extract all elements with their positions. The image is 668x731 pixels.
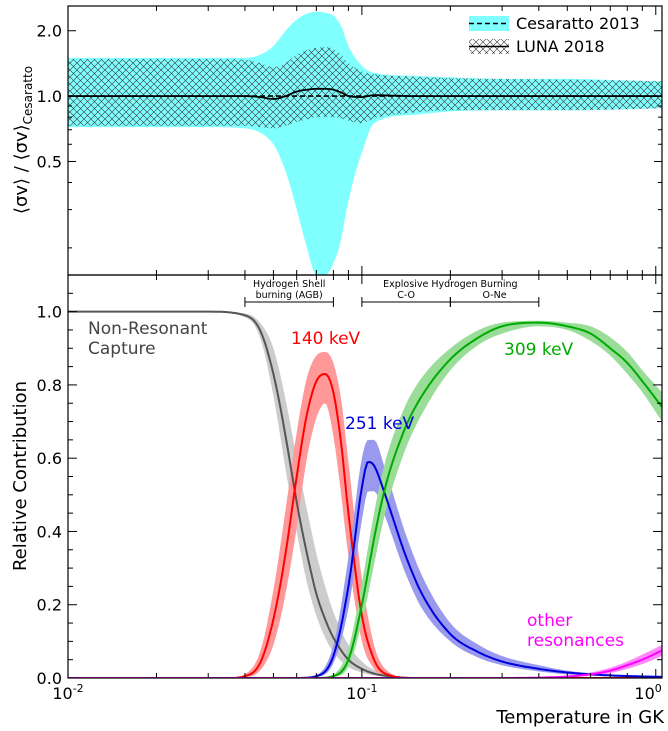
xtick-label: 10-2 <box>52 682 83 703</box>
label-non-resonant-capture: Non-Resonant Capture <box>88 319 208 359</box>
band-251-kev <box>68 439 662 678</box>
line-other-resonances <box>68 649 662 678</box>
label-309-kev: 309 keV <box>504 340 574 360</box>
bottom-ytick-label: 0.0 <box>37 669 62 688</box>
label-140-kev: 140 keV <box>291 329 361 349</box>
band-140-kev <box>68 351 662 678</box>
line-309-kev <box>68 321 662 678</box>
bottom-ytick-label: 0.4 <box>37 522 62 541</box>
legend: Cesaratto 2013 LUNA 2018 <box>469 14 640 56</box>
line-251-kev <box>68 460 662 678</box>
line-luna <box>68 87 662 100</box>
top-panel: 0.5 1.0 2.0 Cesaratto 2013 LUNA 2018 ⟨σv⟩ … <box>11 5 663 276</box>
region-label-one: O-Ne <box>483 290 507 301</box>
xtick-label: 100 <box>634 682 661 703</box>
bottom-ytick-label: 0.2 <box>37 596 62 615</box>
band-luna <box>68 47 662 129</box>
band-309-kev <box>68 320 662 678</box>
top-ytick-label: 1.0 <box>37 87 62 106</box>
top-ytick-label: 0.5 <box>37 152 62 171</box>
bottom-ylabel: Relative Contribution <box>10 381 31 571</box>
top-ytick-label: 2.0 <box>37 22 62 41</box>
top-ylabel: ⟨σv⟩ / ⟨σv⟩Cesaratto <box>11 66 35 214</box>
top-ylabel-sub: Cesaratto <box>21 66 35 124</box>
xlabel: Temperature in GK <box>495 707 665 728</box>
legend-label-luna: LUNA 2018 <box>516 37 605 56</box>
bottom-panel: 10-2 10-1 100 0.0 0.2 0.4 0.6 0.8 1.0 Hydrogen S… <box>10 274 665 728</box>
label-other-resonances: other resonances <box>527 611 624 651</box>
top-ylabel-main: ⟨σv⟩ / ⟨σv⟩ <box>11 124 32 214</box>
bottom-ytick-label: 1.0 <box>37 303 62 322</box>
line-140-kev <box>68 372 662 678</box>
region-label-co: C-O <box>397 290 415 301</box>
label-251-kev: 251 keV <box>345 414 415 434</box>
xtick-label: 10-1 <box>346 682 377 703</box>
bottom-ytick-label: 0.6 <box>37 449 62 468</box>
line-non-resonant-capture <box>68 310 662 678</box>
region-label-agb: Hydrogen Shell burning (AGB) <box>253 279 325 301</box>
region-label-explosive: Explosive Hydrogen Burning <box>383 279 517 290</box>
bottom-ytick-label: 0.8 <box>37 376 62 395</box>
legend-label-cesaratto: Cesaratto 2013 <box>516 14 640 33</box>
